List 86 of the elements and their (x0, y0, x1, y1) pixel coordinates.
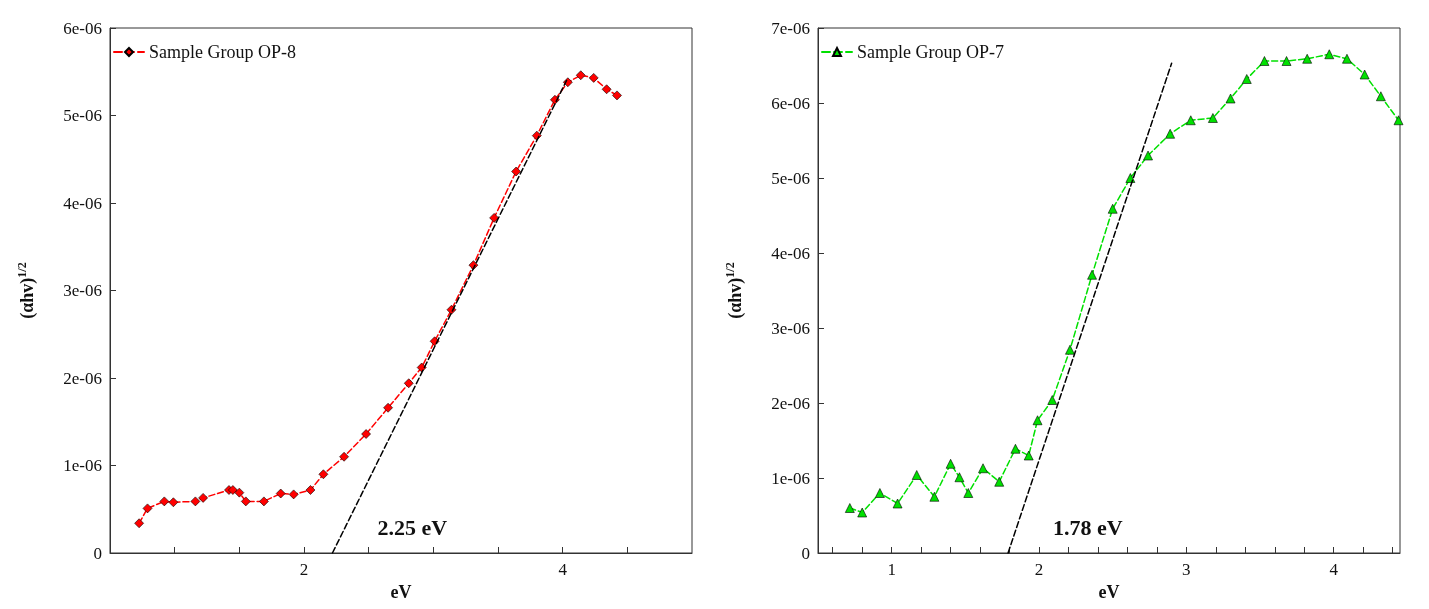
point (1393, 115, 1404, 126)
y-tick-label: 6e-06 (63, 18, 102, 38)
point (1047, 395, 1058, 405)
y-tick-label: 5e-06 (771, 168, 810, 188)
point (168, 497, 179, 508)
point (1143, 150, 1153, 161)
point (1241, 74, 1252, 84)
point (1302, 53, 1312, 64)
point (857, 507, 867, 518)
point (142, 503, 153, 514)
legend-label: Sample Group OP-7 (857, 42, 1004, 62)
point (489, 213, 499, 223)
point (1225, 93, 1236, 104)
point (1324, 49, 1335, 60)
point (963, 488, 974, 498)
point (1281, 56, 1292, 66)
point (1342, 53, 1352, 64)
point (1165, 128, 1175, 139)
point (241, 496, 251, 507)
y-tick-label: 4e-06 (771, 243, 810, 263)
y-axis-title: (αhv)1/2 (15, 262, 38, 319)
point (1087, 269, 1097, 280)
point (190, 496, 201, 507)
point (911, 470, 922, 480)
y-tick-label: 3e-06 (771, 318, 810, 338)
x-tick-label: 2 (299, 560, 309, 579)
x-tick-label: 4 (558, 560, 568, 579)
x-axis-title: eV (1098, 581, 1120, 602)
point (1185, 115, 1196, 126)
point (228, 485, 238, 495)
y-axis-title: (αhv)1/2 (723, 262, 746, 319)
point (994, 476, 1005, 487)
point (845, 503, 855, 513)
annotation: 2.25 eV (377, 514, 448, 540)
y-tick-label: 2e-06 (63, 368, 102, 388)
point (416, 362, 427, 373)
x-tick-label: 2 (1034, 560, 1044, 579)
point (1208, 113, 1218, 123)
point (288, 489, 299, 500)
point (339, 451, 349, 462)
point (1259, 56, 1270, 66)
point (403, 378, 414, 389)
point (954, 472, 965, 483)
point (361, 429, 371, 439)
y-tick-label: 7e-06 (771, 18, 810, 38)
x-tick-label: 4 (1329, 560, 1339, 579)
y-tick-label: 2e-06 (771, 393, 810, 413)
point (1032, 415, 1043, 426)
point (1010, 443, 1021, 454)
point (383, 402, 393, 413)
point (318, 469, 329, 480)
y-tick-label: 0 (93, 543, 102, 563)
annotation: 1.78 eV (1053, 514, 1123, 540)
y-tick-label: 1e-06 (63, 456, 102, 475)
x-tick-label: 3 (1182, 560, 1191, 579)
point (875, 488, 885, 498)
point (1065, 344, 1075, 355)
point (1107, 203, 1118, 214)
point (275, 488, 286, 499)
point (198, 493, 208, 503)
x-axis-title: eV (390, 581, 412, 602)
point (575, 70, 586, 81)
y-tick-label: 4e-06 (63, 193, 102, 213)
legend-label: Sample Group OP-8 (149, 42, 296, 62)
point (978, 463, 988, 474)
y-tick-label: 1e-06 (771, 468, 810, 488)
point (511, 166, 521, 177)
point (1023, 450, 1034, 461)
point (259, 496, 269, 507)
point (945, 458, 956, 469)
point (305, 485, 316, 495)
y-tick-label: 6e-06 (771, 93, 810, 113)
y-tick-label: 5e-06 (63, 106, 102, 125)
point (134, 518, 144, 529)
point (601, 84, 612, 95)
point (234, 487, 245, 498)
point (588, 73, 599, 83)
y-tick-label: 3e-06 (63, 281, 102, 300)
point (929, 491, 940, 502)
point (612, 90, 622, 101)
x-tick-label: 1 (887, 560, 896, 579)
y-tick-label: 0 (801, 543, 810, 563)
point (1376, 91, 1386, 102)
point (159, 496, 170, 507)
point (892, 498, 903, 509)
point (1359, 69, 1370, 80)
